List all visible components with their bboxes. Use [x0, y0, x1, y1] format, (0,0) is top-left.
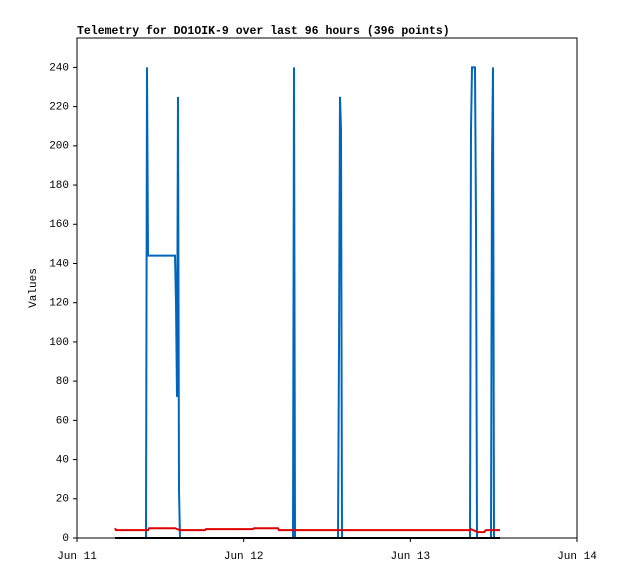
- chart-title: Telemetry for DO1OIK-9 over last 96 hour…: [77, 25, 450, 38]
- y-tick-label: 0: [62, 533, 69, 545]
- x-tick-label: Jun 14: [557, 551, 597, 563]
- series-line: [115, 66, 500, 539]
- y-tick-label: 240: [49, 62, 69, 74]
- y-tick-label: 40: [56, 454, 69, 466]
- y-tick-label: 220: [49, 102, 69, 114]
- x-tick-label: Jun 13: [391, 551, 431, 563]
- x-tick-label: Jun 12: [224, 551, 264, 563]
- y-tick-label: 60: [56, 415, 69, 427]
- y-axis-label: Values: [28, 268, 40, 308]
- y-tick-label: 80: [56, 376, 69, 388]
- x-tick-label: Jun 11: [57, 551, 97, 563]
- plot-frame: [76, 37, 578, 539]
- series-line: [114, 527, 500, 534]
- y-tick-label: 120: [49, 298, 69, 310]
- y-tick-label: 100: [49, 337, 69, 349]
- y-tick-label: 200: [49, 141, 69, 153]
- y-tick-label: 160: [49, 219, 69, 231]
- y-tick-label: 140: [49, 258, 69, 270]
- y-tick-label: 180: [49, 180, 69, 192]
- y-tick-label: 20: [56, 494, 69, 506]
